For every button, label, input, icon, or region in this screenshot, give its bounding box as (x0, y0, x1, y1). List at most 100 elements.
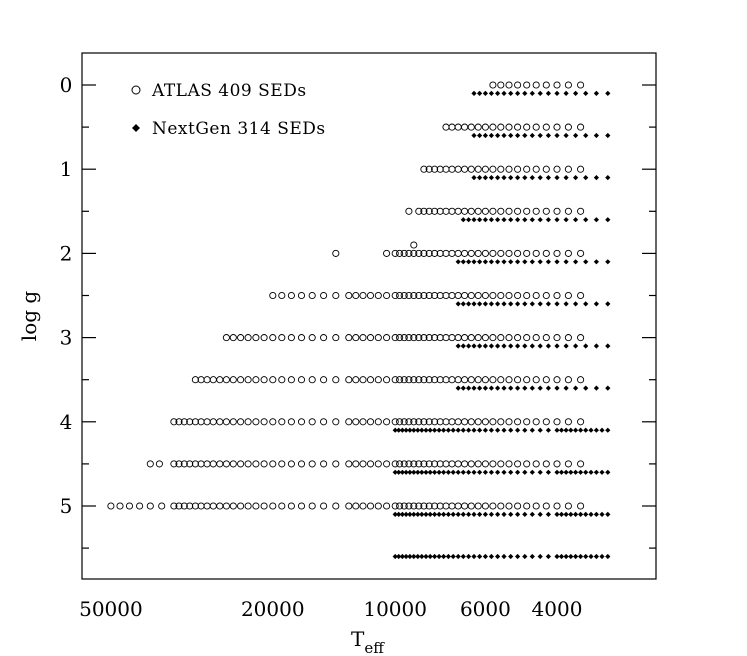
nextgen-point (482, 427, 488, 433)
nextgen-point (482, 301, 488, 307)
atlas-point (405, 502, 413, 510)
nextgen-point (568, 553, 574, 560)
atlas-point (222, 334, 230, 342)
atlas-point (454, 502, 462, 510)
atlas-point (431, 460, 439, 468)
atlas-point (442, 418, 450, 426)
nextgen-point (488, 90, 494, 96)
nextgen-point (501, 90, 507, 96)
nextgen-point (588, 511, 594, 517)
atlas-point (359, 418, 367, 426)
nextgen-point (554, 217, 560, 223)
atlas-point (497, 376, 505, 384)
nextgen-point (466, 511, 472, 517)
atlas-point (345, 418, 353, 426)
nextgen-point (573, 132, 579, 139)
x-tick-label: 6000 (460, 597, 511, 621)
nextgen-point (460, 259, 466, 265)
atlas-point (474, 334, 482, 342)
nextgen-point (482, 175, 488, 181)
nextgen-point (450, 427, 456, 433)
atlas-point (320, 502, 328, 510)
atlas-point (448, 123, 456, 131)
atlas-point (489, 418, 497, 426)
atlas-point (391, 502, 399, 510)
atlas-point (505, 165, 513, 173)
atlas-point (497, 81, 505, 89)
nextgen-point (583, 343, 589, 349)
atlas-point (474, 460, 482, 468)
nextgen-point (578, 427, 584, 433)
atlas-point (553, 291, 561, 300)
nextgen-point (427, 427, 433, 433)
atlas-point (216, 418, 224, 426)
atlas-point (359, 291, 367, 300)
atlas-point (170, 460, 178, 468)
y-tick-label: 0 (60, 73, 73, 97)
atlas-point (383, 249, 391, 257)
nextgen-point (537, 132, 543, 139)
atlas-series (107, 81, 585, 510)
nextgen-point (508, 343, 514, 349)
atlas-point (405, 418, 413, 426)
atlas-point (352, 460, 360, 468)
atlas-point (391, 376, 399, 384)
axis-tick-labels: 0 1 2 3 4 5 50000 20000 10000 6000 4000 (60, 73, 583, 621)
atlas-point (542, 291, 550, 300)
nextgen-point (436, 511, 442, 517)
nextgen-point (399, 469, 405, 475)
atlas-point (489, 165, 497, 173)
atlas-point (308, 291, 316, 300)
nextgen-point (482, 511, 488, 517)
nextgen-point (529, 511, 535, 517)
atlas-point (467, 291, 475, 300)
nextgen-point (477, 259, 483, 265)
nextgen-point (460, 553, 466, 560)
atlas-point (514, 165, 522, 173)
nextgen-point (605, 301, 611, 307)
atlas-point (489, 334, 497, 342)
atlas-point (366, 418, 375, 426)
atlas-point (209, 460, 217, 468)
atlas-point (467, 207, 475, 215)
atlas-point (278, 334, 286, 342)
nextgen-point (522, 259, 528, 265)
nextgen-point (477, 90, 483, 96)
atlas-point (180, 418, 188, 426)
atlas-point (532, 334, 540, 342)
atlas-point (410, 249, 418, 257)
nextgen-point (599, 469, 605, 475)
atlas-point (523, 207, 531, 215)
atlas-point (532, 81, 540, 89)
atlas-point (383, 334, 391, 342)
nextgen-point (599, 553, 605, 560)
nextgen-point (537, 553, 543, 560)
atlas-point (229, 418, 237, 426)
atlas-point (474, 376, 482, 384)
nextgen-point (477, 427, 483, 433)
nextgen-point (522, 301, 528, 307)
atlas-point (297, 502, 306, 510)
nextgen-point (508, 132, 514, 139)
atlas-point (191, 376, 199, 384)
nextgen-point (482, 343, 488, 349)
nextgen-point (605, 511, 611, 517)
atlas-point (391, 249, 399, 257)
nextgen-point (529, 217, 535, 223)
nextgen-point (407, 469, 413, 475)
atlas-point (505, 502, 513, 510)
nextgen-point (488, 427, 494, 433)
nextgen-series (392, 90, 611, 560)
nextgen-point (522, 511, 528, 517)
nextgen-point (396, 469, 402, 475)
nextgen-point (508, 175, 514, 181)
atlas-point (287, 376, 295, 384)
atlas-point (107, 502, 115, 510)
atlas-point (410, 502, 418, 510)
nextgen-point (522, 469, 528, 475)
atlas-point (431, 291, 439, 300)
nextgen-point (573, 427, 579, 433)
atlas-point (400, 249, 408, 257)
nextgen-point (501, 511, 507, 517)
atlas-point (237, 376, 245, 384)
